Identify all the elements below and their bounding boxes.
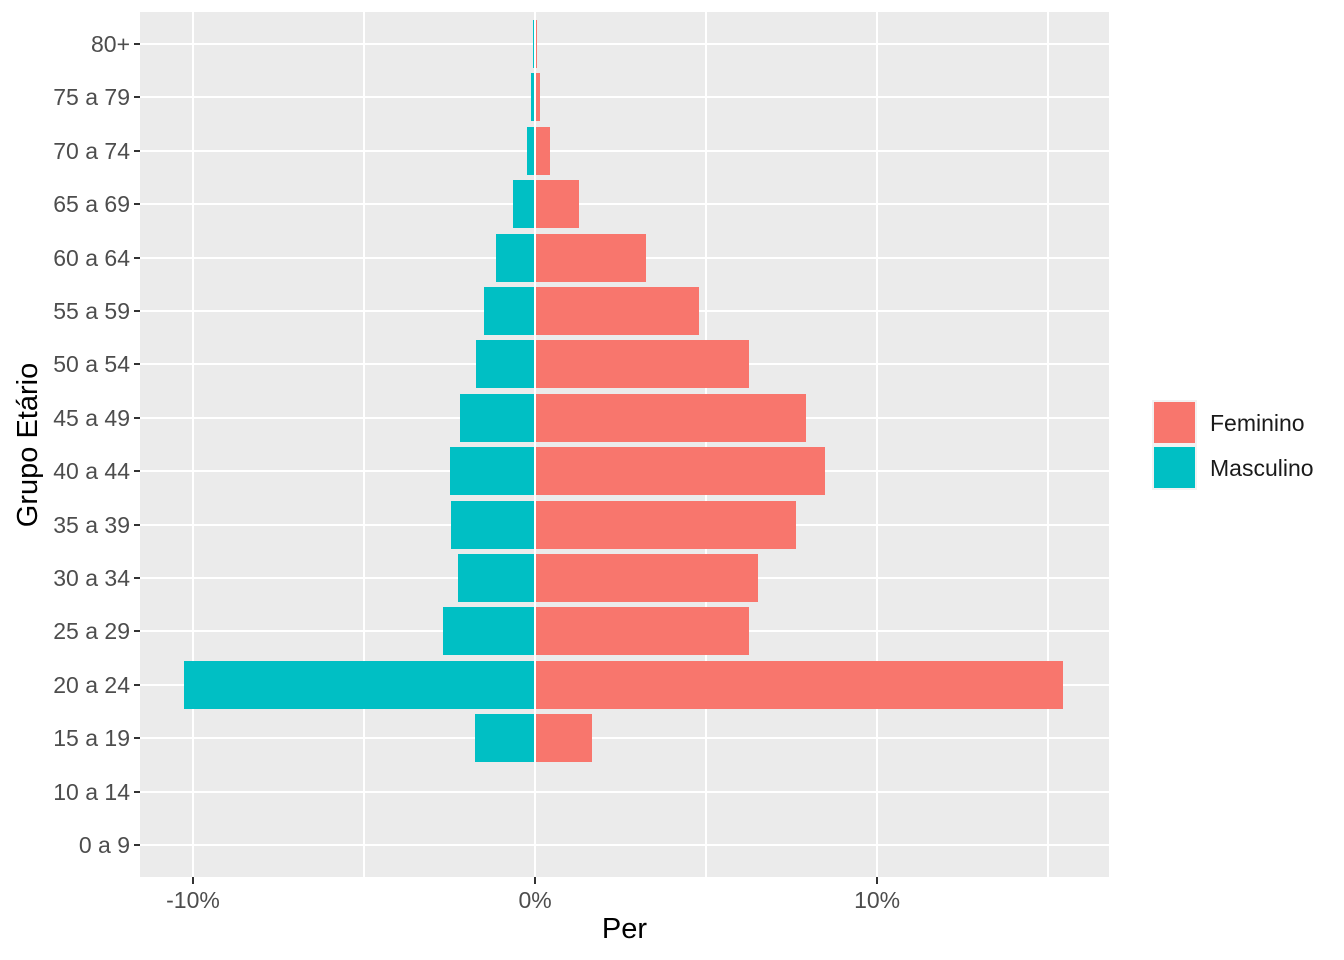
y-tick-mark — [134, 630, 140, 633]
feminino-bar — [536, 233, 647, 282]
y-tick-mark — [134, 149, 140, 152]
masculino-bar — [496, 233, 535, 282]
feminino-bar — [536, 20, 538, 68]
zero-gridline — [534, 12, 537, 877]
feminino-bar — [536, 447, 826, 496]
gridline-minor-vertical — [705, 12, 707, 877]
gridline-major-horizontal — [140, 96, 1109, 99]
y-tick-label: 30 a 34 — [53, 565, 130, 591]
feminino-bar — [536, 180, 579, 229]
gridline-major-horizontal — [140, 737, 1109, 740]
y-tick-label: 50 a 54 — [53, 351, 130, 378]
y-tick-label: 40 a 44 — [53, 458, 130, 485]
feminino-bar — [536, 340, 750, 389]
y-tick-mark — [134, 203, 140, 206]
y-tick-mark — [134, 256, 140, 259]
masculino-bar — [450, 500, 534, 549]
x-tick-mark — [876, 877, 879, 884]
y-tick-mark — [134, 470, 140, 473]
gridline-major-horizontal — [140, 203, 1109, 206]
y-tick-label: 0 a 9 — [78, 832, 130, 858]
x-axis-title: Per — [601, 913, 648, 945]
y-tick-label: 45 a 49 — [53, 404, 130, 431]
y-tick-mark — [134, 577, 140, 579]
feminino-bar — [536, 660, 1064, 709]
gridline-major-horizontal — [140, 149, 1109, 152]
masculino-bar — [449, 447, 535, 496]
masculino-bar — [531, 73, 535, 122]
y-tick-mark — [134, 844, 140, 846]
masculino-bar — [532, 20, 535, 68]
legend-label-masculino: Masculino — [1210, 454, 1314, 481]
y-tick-mark — [134, 790, 140, 793]
y-tick-label: 25 a 29 — [53, 618, 130, 645]
masculino-bar — [475, 714, 535, 763]
feminino-bar — [536, 287, 700, 335]
feminino-bar — [536, 500, 796, 549]
masculino-bar — [442, 607, 535, 656]
masculino-bar — [184, 660, 534, 709]
y-tick-mark — [134, 683, 140, 686]
plot-panel — [140, 12, 1109, 877]
y-tick-mark — [134, 363, 140, 366]
y-tick-mark — [134, 310, 140, 312]
y-tick-label: 65 a 69 — [53, 191, 130, 218]
masculino-bar — [513, 180, 535, 229]
y-tick-label: 60 a 64 — [53, 244, 130, 271]
feminino-bar — [536, 607, 750, 656]
masculino-bar — [475, 340, 535, 389]
y-tick-label: 15 a 19 — [53, 725, 130, 752]
y-tick-mark — [134, 737, 140, 740]
x-tick-mark — [192, 877, 194, 884]
y-tick-mark — [134, 96, 140, 99]
gridline-minor-vertical — [363, 12, 365, 877]
feminino-bar — [536, 73, 541, 122]
legend-swatch-feminino — [1154, 402, 1195, 443]
y-tick-mark — [134, 43, 140, 45]
feminino-bar — [536, 554, 758, 602]
y-axis-title: Grupo Etário — [12, 362, 44, 527]
feminino-bar — [536, 393, 806, 442]
gridline-major-horizontal — [140, 790, 1109, 793]
x-tick-label: -10% — [166, 887, 220, 913]
y-tick-mark — [134, 523, 140, 526]
feminino-bar — [536, 714, 593, 763]
x-tick-label: 10% — [854, 887, 901, 913]
gridline-major-vertical — [876, 12, 879, 877]
masculino-bar — [460, 393, 534, 442]
y-tick-label: 75 a 79 — [53, 84, 130, 111]
gridline-major-vertical — [192, 12, 194, 877]
y-tick-label: 20 a 24 — [53, 671, 130, 698]
masculino-bar — [483, 287, 535, 335]
y-tick-label: 55 a 59 — [53, 298, 130, 324]
y-tick-label: 35 a 39 — [53, 511, 130, 538]
gridline-minor-vertical — [1047, 12, 1049, 877]
y-tick-label: 80+ — [90, 31, 130, 57]
y-tick-mark — [134, 416, 140, 419]
feminino-bar — [536, 126, 551, 175]
x-tick-mark — [534, 877, 537, 884]
legend-swatch-masculino — [1154, 447, 1195, 488]
y-tick-label: 70 a 74 — [53, 137, 130, 164]
gridline-major-horizontal — [140, 844, 1109, 846]
y-tick-label: 10 a 14 — [53, 778, 130, 805]
masculino-bar — [526, 126, 535, 175]
legend-label-feminino: Feminino — [1210, 409, 1305, 436]
x-tick-label: 0% — [518, 887, 552, 913]
gridline-major-horizontal — [140, 43, 1109, 45]
masculino-bar — [458, 554, 534, 602]
